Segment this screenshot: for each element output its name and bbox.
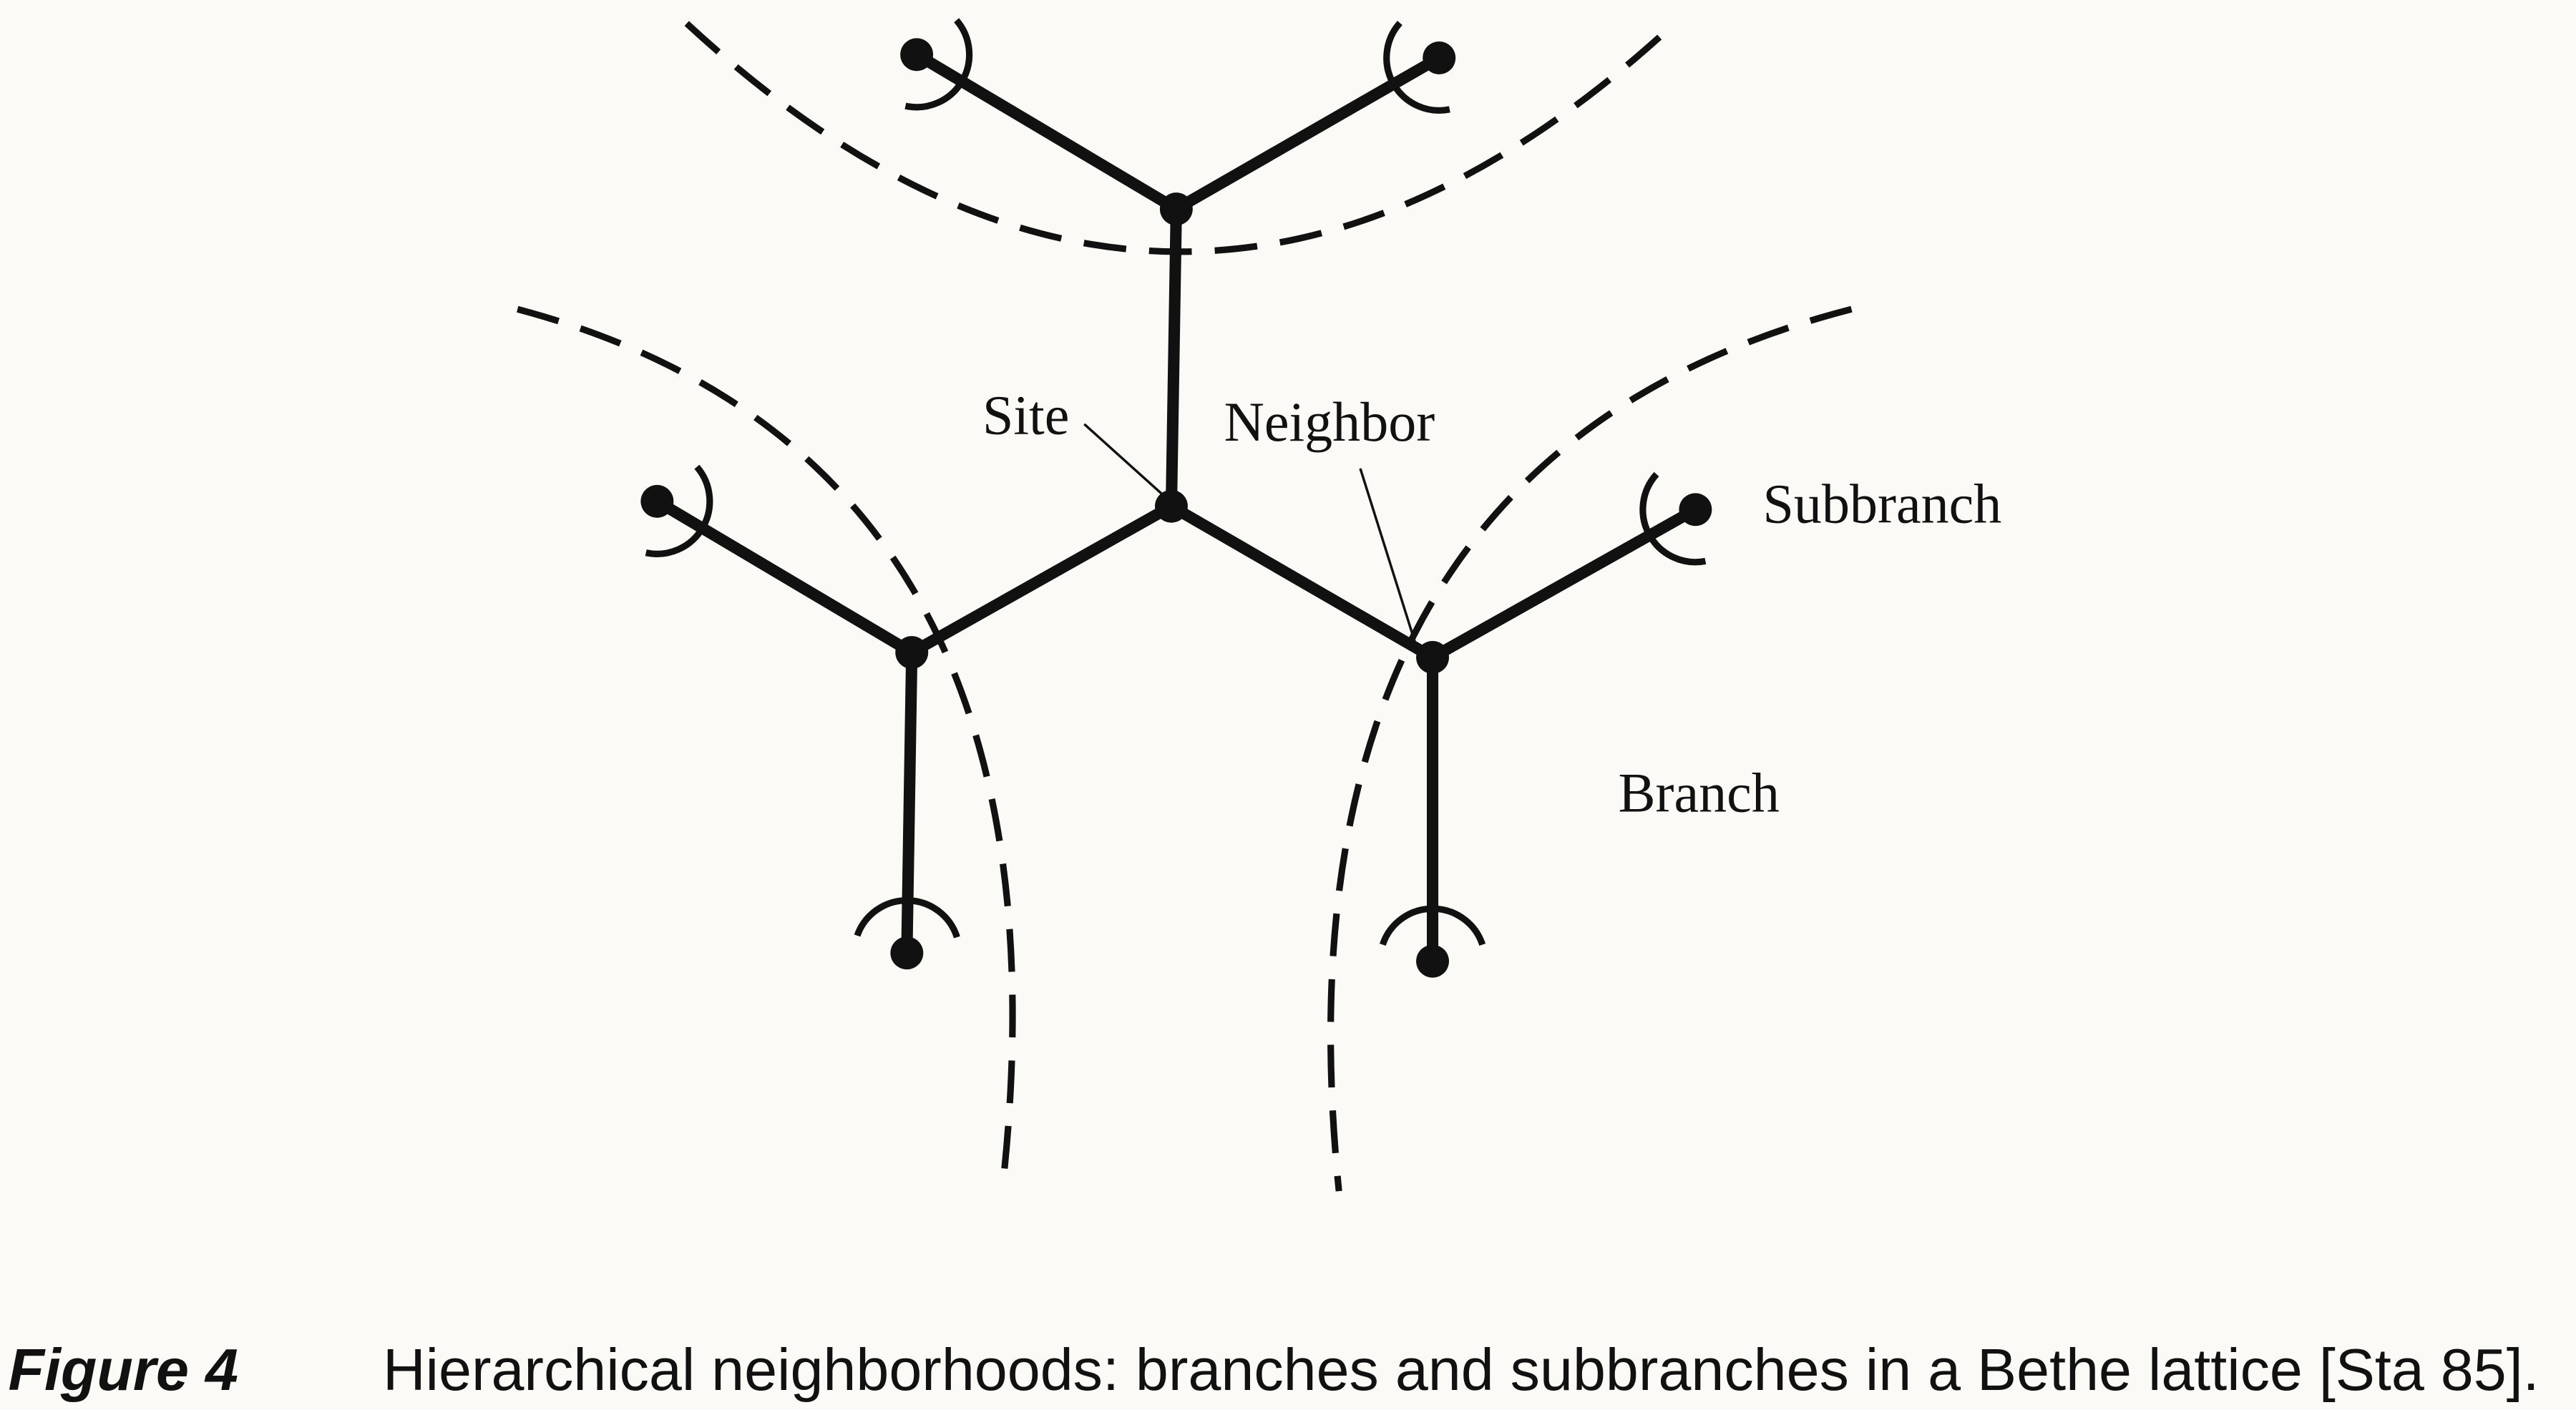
- edge: [1165, 203, 1182, 512]
- leaf-node: [900, 38, 934, 72]
- leaf-node: [1416, 944, 1449, 978]
- node: [1155, 489, 1188, 523]
- subbranch-label: Subbranch: [1763, 473, 2002, 535]
- caption-label: Figure 4: [8, 1336, 238, 1403]
- lattice-nodes: [640, 38, 1712, 978]
- right-branch-boundary: [1327, 305, 1853, 1192]
- leaf-node: [640, 484, 674, 518]
- branch-label: Branch: [1618, 762, 1779, 824]
- site-leader: [1083, 423, 1168, 499]
- subbranch-cups: [645, 18, 1707, 946]
- subbranch-cup: [854, 897, 960, 939]
- subbranch-cup: [1379, 905, 1486, 946]
- node: [1159, 192, 1193, 226]
- caption-text: Hierarchical neighborhoods: branches and…: [383, 1336, 2540, 1403]
- left-branch-boundary: [517, 305, 1016, 1192]
- neighbor-label: Neighbor: [1224, 391, 1435, 453]
- leaf-node: [1679, 493, 1712, 527]
- site-label: Site: [982, 384, 1069, 446]
- leaf-node: [1423, 41, 1456, 74]
- subbranch-cup: [645, 464, 713, 557]
- edge: [1165, 500, 1439, 663]
- edge: [911, 49, 1182, 215]
- leaf-node: [890, 936, 924, 970]
- neighbor-leader: [1359, 468, 1418, 647]
- subbranch-cup: [1639, 471, 1707, 566]
- edge: [1170, 52, 1445, 215]
- subbranch-cup: [1383, 20, 1450, 114]
- edge: [651, 495, 918, 659]
- edge: [906, 500, 1178, 659]
- node: [1416, 640, 1449, 674]
- subbranch-cup: [904, 18, 973, 111]
- edge: [1427, 504, 1702, 663]
- edge: [901, 646, 918, 959]
- node: [895, 636, 929, 669]
